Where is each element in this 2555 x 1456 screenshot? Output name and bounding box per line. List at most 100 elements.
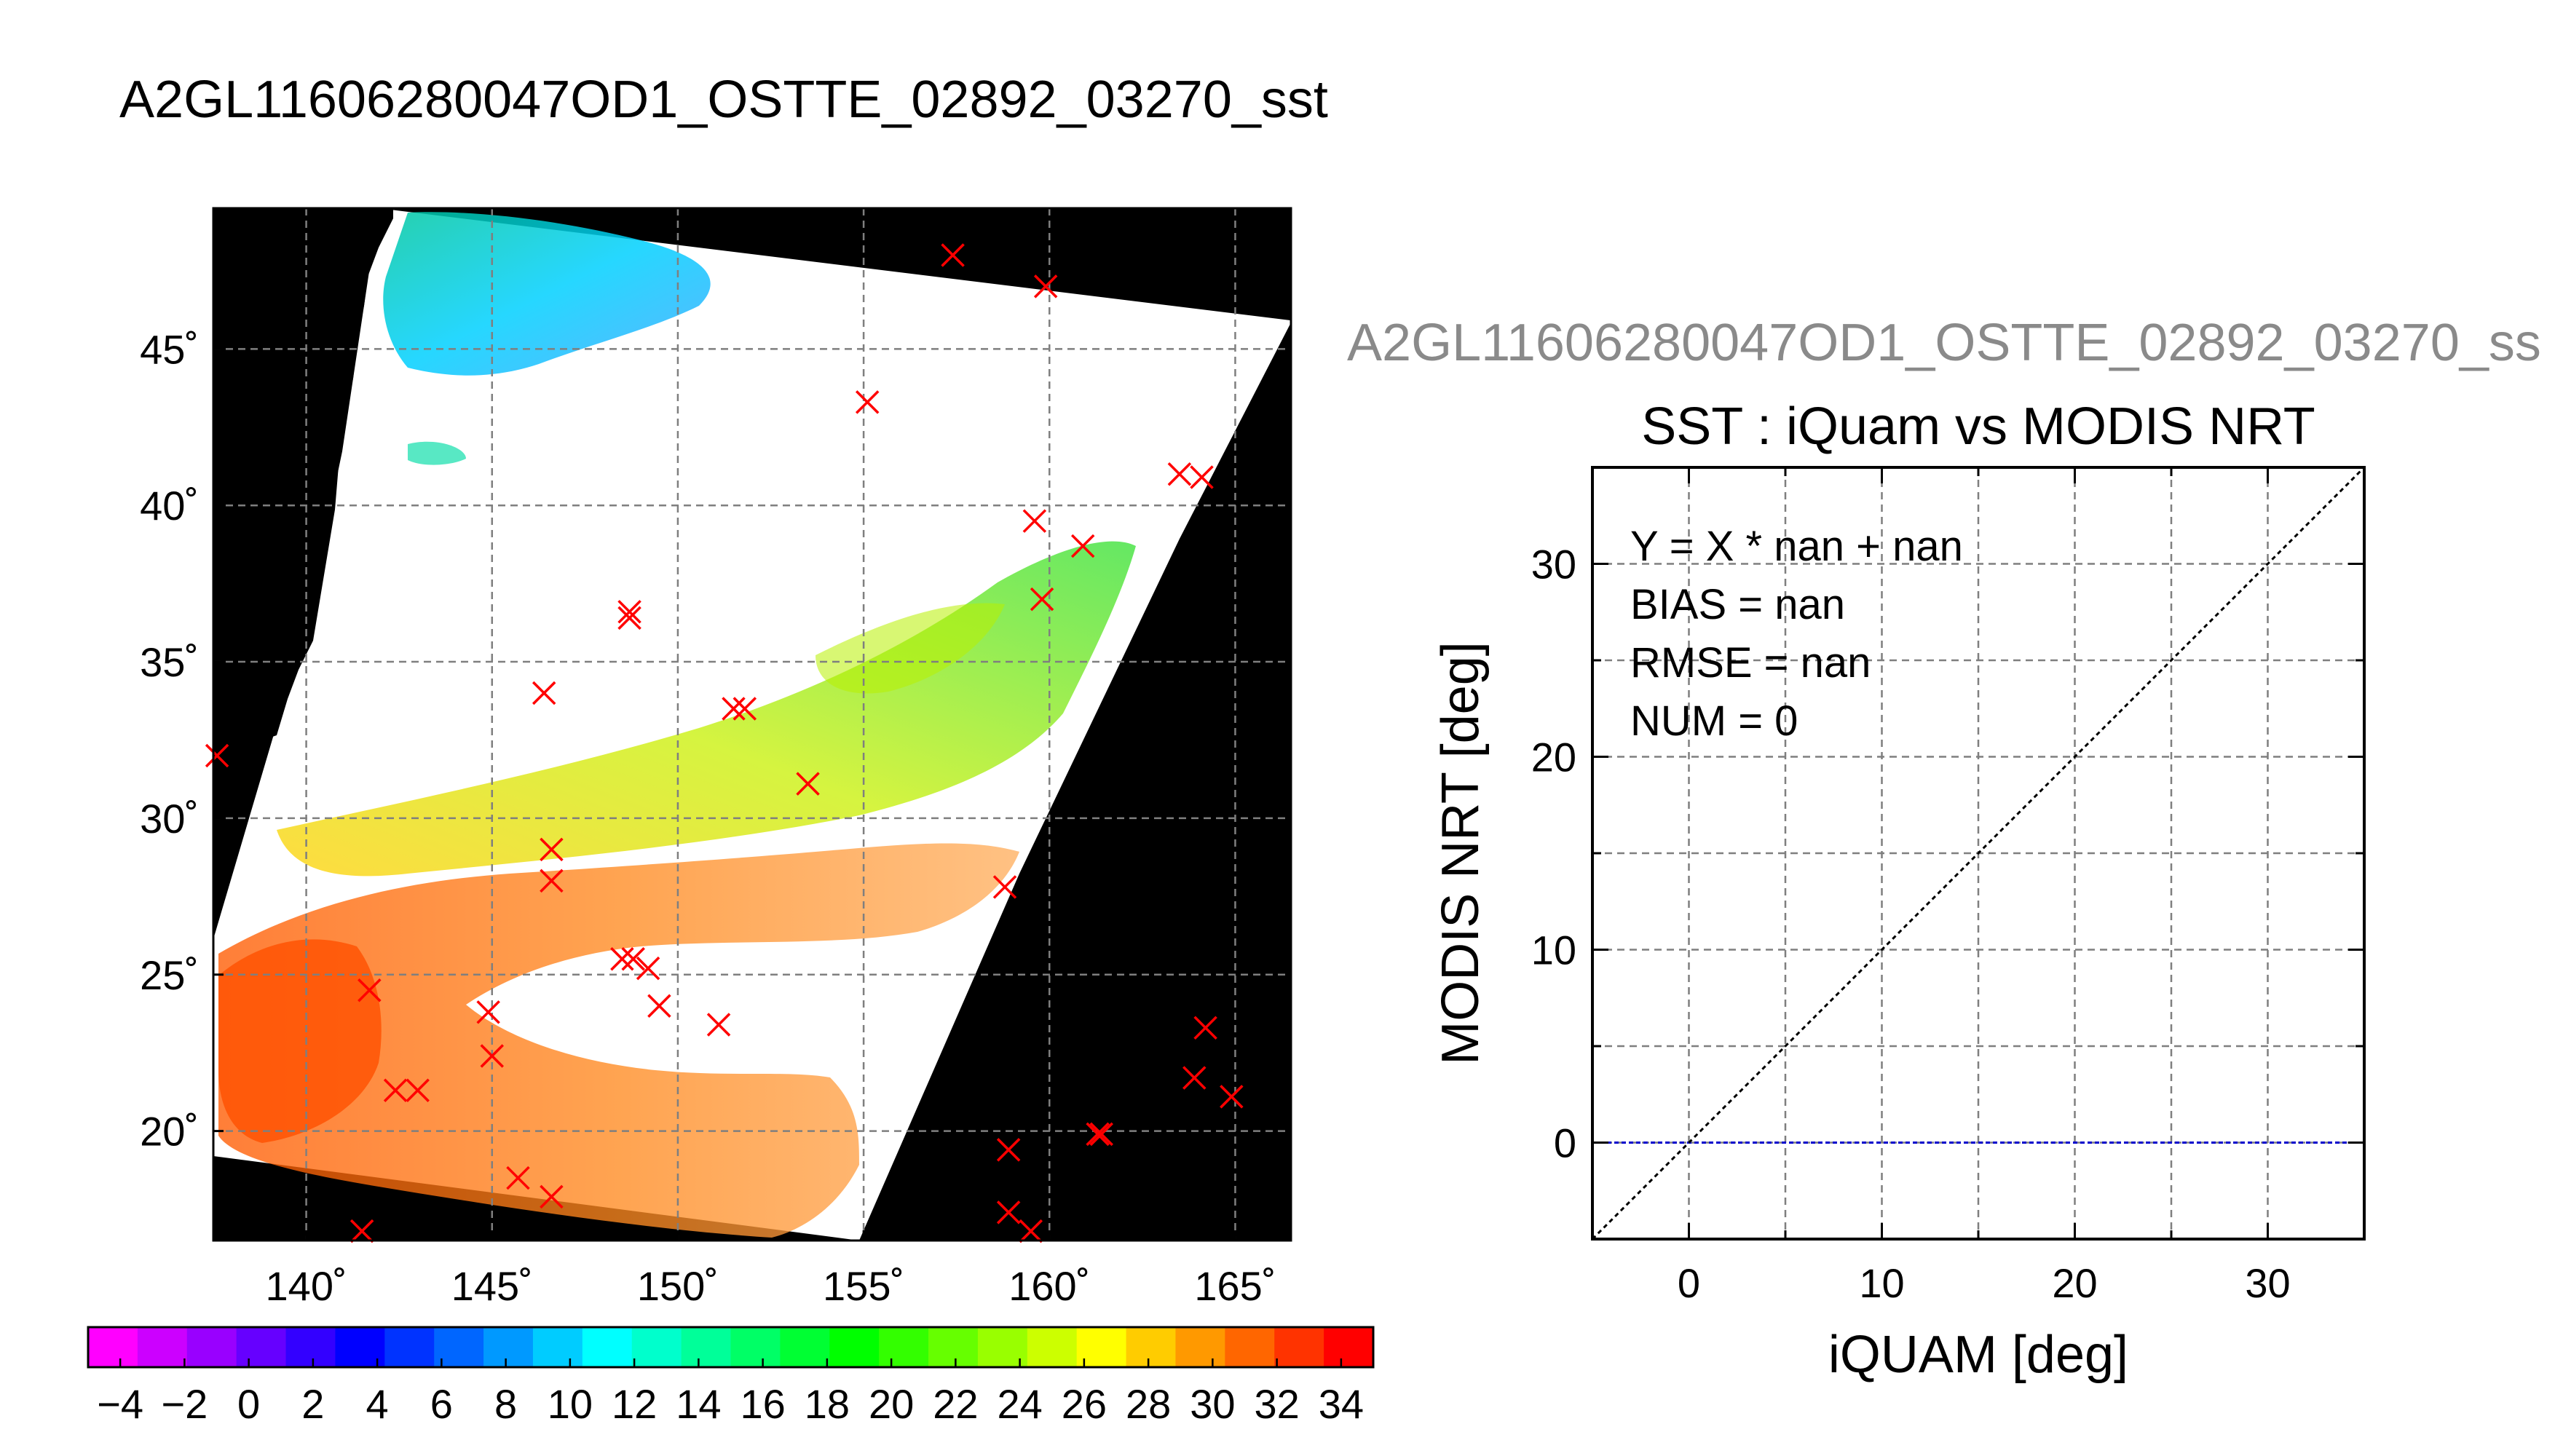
buoy-marker bbox=[383, 1078, 408, 1102]
map-y-tick-label: 35˚ bbox=[140, 639, 199, 685]
statistic-line: BIAS = nan bbox=[1630, 581, 1845, 628]
comparison-panel: SST : iQuam vs MODIS NRT Y = X * nan + n… bbox=[1431, 397, 2366, 1384]
sst-patch-warm bbox=[218, 843, 1019, 1238]
buoy-marker bbox=[540, 869, 564, 893]
colorbar-cell bbox=[928, 1327, 979, 1367]
colorbar-tick-label: 32 bbox=[1254, 1381, 1299, 1427]
comparison-y-tick-label: 20 bbox=[1531, 735, 1576, 780]
buoy-marker bbox=[1193, 1016, 1217, 1040]
comparison-x-tick-label: 30 bbox=[2245, 1260, 2290, 1306]
buoy-marker bbox=[610, 947, 634, 971]
comparison-y-tick-label: 30 bbox=[1531, 542, 1576, 587]
buoy-marker bbox=[996, 1138, 1021, 1162]
map-y-tick-label: 20˚ bbox=[140, 1109, 199, 1155]
colorbar-frame bbox=[87, 1326, 1375, 1369]
buoy-marker bbox=[617, 600, 641, 624]
buoy-markers bbox=[205, 243, 1244, 1243]
sst-colorbar: −4 −2 0 2 4 6 8 10 12 14 16 18 20 22 24 26 28 30 32 34 bbox=[87, 1326, 1375, 1427]
map-x-tick-label: 140˚ bbox=[266, 1263, 347, 1309]
colorbar-cell bbox=[186, 1327, 237, 1367]
colorbar-cell bbox=[285, 1327, 336, 1367]
map-y-tick-label: 30˚ bbox=[140, 796, 199, 842]
map-y-axis: 20˚ 25˚ 30˚ 35˚ 40˚ 45˚ bbox=[140, 326, 224, 1155]
buoy-marker bbox=[1022, 509, 1047, 533]
colorbar-cell bbox=[1027, 1327, 1078, 1367]
buoy-marker bbox=[621, 947, 645, 971]
colorbar-cell bbox=[730, 1327, 781, 1367]
colorbar-tick-label: 2 bbox=[301, 1381, 324, 1427]
colorbar-cell bbox=[1225, 1327, 1275, 1367]
comparison-x-tick-label: 10 bbox=[1859, 1260, 1904, 1306]
buoy-marker bbox=[855, 390, 880, 414]
comparison-title: SST : iQuam vs MODIS NRT bbox=[1641, 397, 2315, 456]
statistic-line: Y = X * nan + nan bbox=[1630, 523, 1963, 570]
buoy-marker bbox=[1089, 1122, 1113, 1147]
land-mass bbox=[213, 208, 393, 757]
buoy-marker bbox=[1033, 274, 1058, 298]
colorbar-cell bbox=[582, 1327, 633, 1367]
buoy-marker bbox=[636, 956, 660, 981]
buoy-marker bbox=[540, 837, 564, 862]
colorbar-cell bbox=[1126, 1327, 1177, 1367]
buoy-marker bbox=[1167, 462, 1192, 486]
colorbar-cell bbox=[681, 1327, 732, 1367]
buoy-marker bbox=[1182, 1066, 1207, 1090]
map-x-tick-label: 160˚ bbox=[1008, 1263, 1090, 1309]
map-x-tick-label: 150˚ bbox=[637, 1263, 719, 1309]
figure-title: A2GL11606280047OD1_OSTTE_02892_03270_sst bbox=[119, 71, 1328, 129]
colorbar-cell bbox=[384, 1327, 435, 1367]
colorbar-cell bbox=[829, 1327, 880, 1367]
buoy-marker bbox=[1030, 587, 1054, 612]
buoy-marker bbox=[1220, 1085, 1244, 1109]
comparison-xlabel: iQUAM [deg] bbox=[1828, 1326, 2128, 1384]
colorbar-cell bbox=[1175, 1327, 1225, 1367]
colorbar-tick-label: 20 bbox=[869, 1381, 914, 1427]
panel-subtitle: A2GL11606280047OD1_OSTTE_02892_03270_sst bbox=[1347, 314, 2541, 372]
colorbar-tick-label: −4 bbox=[97, 1381, 143, 1427]
map-y-tick-label: 40˚ bbox=[140, 483, 199, 529]
buoy-marker bbox=[480, 1044, 504, 1068]
buoy-marker bbox=[1086, 1122, 1110, 1147]
colorbar-cell bbox=[532, 1327, 583, 1367]
comparison-y-axis: 0 10 20 30 bbox=[1531, 542, 2364, 1166]
comparison-x-tick-label: 0 bbox=[1678, 1260, 1700, 1306]
colorbar-tick-label: 0 bbox=[237, 1381, 260, 1427]
buoy-marker bbox=[1070, 534, 1095, 558]
buoy-marker bbox=[722, 697, 746, 721]
colorbar-tick-label: 22 bbox=[933, 1381, 978, 1427]
colorbar-tick-label: 28 bbox=[1126, 1381, 1171, 1427]
map-x-tick-label: 145˚ bbox=[451, 1263, 533, 1309]
colorbar-tick-label: 10 bbox=[548, 1381, 593, 1427]
buoy-marker bbox=[350, 1219, 374, 1243]
buoy-marker bbox=[205, 743, 229, 768]
colorbar-cell bbox=[236, 1327, 287, 1367]
buoy-marker bbox=[706, 1013, 731, 1037]
statistic-line: NUM = 0 bbox=[1630, 697, 1798, 745]
colorbar-tick-label: 4 bbox=[366, 1381, 389, 1427]
buoy-marker bbox=[1019, 1219, 1043, 1243]
buoy-marker bbox=[617, 606, 641, 630]
colorbar-tick-label: −2 bbox=[161, 1381, 208, 1427]
map-x-tick-label: 165˚ bbox=[1194, 1263, 1276, 1309]
colorbar-tick-label: 30 bbox=[1190, 1381, 1235, 1427]
colorbar-cell bbox=[88, 1327, 138, 1367]
comparison-y-tick-label: 10 bbox=[1531, 927, 1576, 973]
statistic-line: RMSE = nan bbox=[1630, 639, 1871, 687]
colorbar-tick-label: 14 bbox=[676, 1381, 721, 1427]
map-x-tick-label: 155˚ bbox=[823, 1263, 904, 1309]
colorbar-tick-label: 24 bbox=[997, 1381, 1042, 1427]
colorbar-tick-label: 8 bbox=[494, 1381, 517, 1427]
colorbar-tick-label: 12 bbox=[612, 1381, 657, 1427]
colorbar-cell bbox=[879, 1327, 929, 1367]
sst-patch-cold bbox=[383, 212, 711, 376]
colorbar-tick-label: 18 bbox=[805, 1381, 850, 1427]
buoy-marker bbox=[996, 1200, 1021, 1224]
map-frame bbox=[212, 207, 1292, 1242]
buoy-marker bbox=[406, 1078, 430, 1102]
colorbar-tick-label: 6 bbox=[430, 1381, 453, 1427]
map-x-axis: 140˚ 145˚ 150˚ 155˚ 160˚ 165˚ bbox=[266, 1230, 1276, 1309]
colorbar-cell bbox=[1324, 1327, 1374, 1367]
buoy-marker bbox=[1190, 465, 1214, 489]
colorbar-cell bbox=[780, 1327, 830, 1367]
buoy-marker bbox=[647, 994, 671, 1018]
